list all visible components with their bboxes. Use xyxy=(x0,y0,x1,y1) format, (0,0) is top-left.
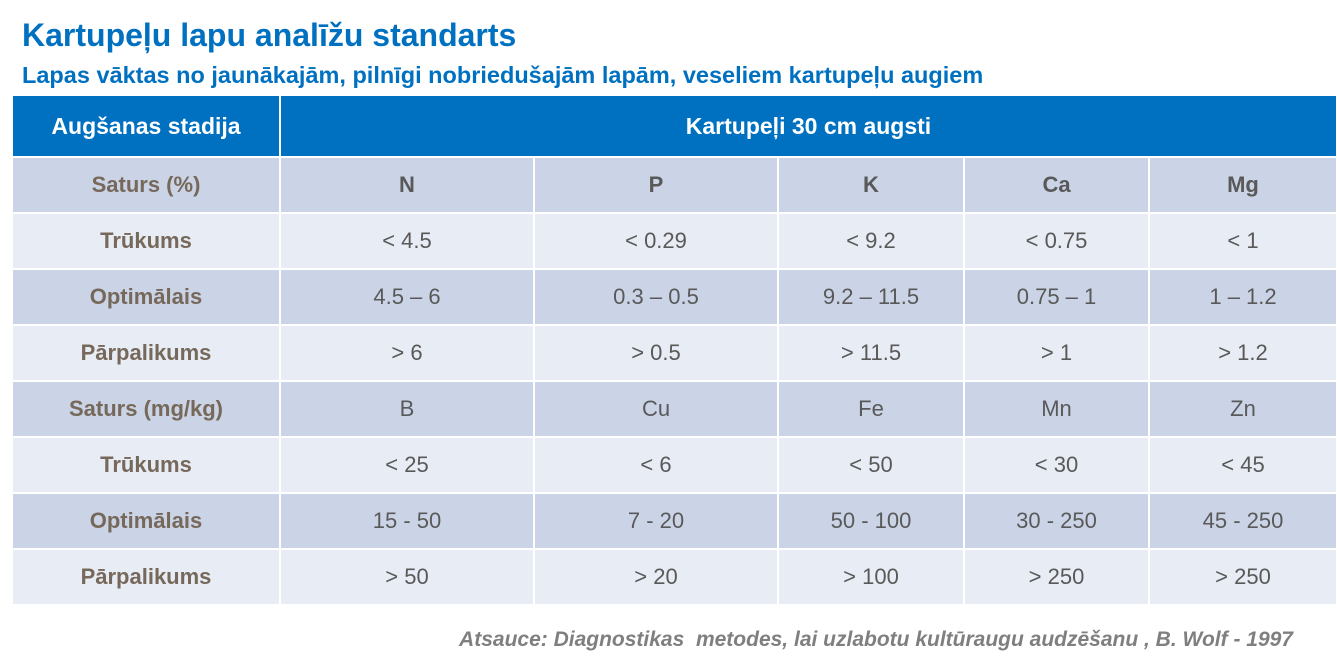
cell: < 1 xyxy=(1148,212,1337,270)
cell: > 11.5 xyxy=(777,324,965,382)
cell: > 20 xyxy=(533,548,779,606)
cell: > 1 xyxy=(963,324,1150,382)
cell: Cu xyxy=(533,380,779,438)
cell: < 9.2 xyxy=(777,212,965,270)
cell: 0.75 – 1 xyxy=(963,268,1150,326)
cell: < 25 xyxy=(279,436,535,494)
row-label: Optimālais xyxy=(11,492,281,550)
cell: 9.2 – 11.5 xyxy=(777,268,965,326)
cell: N xyxy=(279,156,535,214)
table-row: Trūkums < 25 < 6 < 50 < 30 < 45 xyxy=(11,436,1337,494)
cell: 45 - 250 xyxy=(1148,492,1337,550)
table-row: Pārpalikums > 50 > 20 > 100 > 250 > 250 xyxy=(11,548,1337,606)
header-cell: Augšanas stadija xyxy=(11,94,281,158)
cell: < 4.5 xyxy=(279,212,535,270)
row-label: Saturs (%) xyxy=(11,156,281,214)
row-label: Saturs (mg/kg) xyxy=(11,380,281,438)
cell: 1 – 1.2 xyxy=(1148,268,1337,326)
cell: < 0.75 xyxy=(963,212,1150,270)
subtitle: Lapas vāktas no jaunākajām, pilnīgi nobr… xyxy=(22,62,984,88)
cell: Ca xyxy=(963,156,1150,214)
cell: < 45 xyxy=(1148,436,1337,494)
header-row: Augšanas stadija Kartupeļi 30 cm augsti xyxy=(11,94,1337,158)
row-label: Trūkums xyxy=(11,212,281,270)
cell: K xyxy=(777,156,965,214)
table-row: Optimālais 4.5 – 6 0.3 – 0.5 9.2 – 11.5 0.75… xyxy=(11,268,1337,326)
cell: Mg xyxy=(1148,156,1337,214)
cell: > 1.2 xyxy=(1148,324,1337,382)
row-label: Trūkums xyxy=(11,436,281,494)
cell: > 250 xyxy=(963,548,1150,606)
cell: Fe xyxy=(777,380,965,438)
cell: > 0.5 xyxy=(533,324,779,382)
cell: > 50 xyxy=(279,548,535,606)
row-label: Pārpalikums xyxy=(11,548,281,606)
cell: 7 - 20 xyxy=(533,492,779,550)
cell: Zn xyxy=(1148,380,1337,438)
cell: P xyxy=(533,156,779,214)
table-row: Saturs (mg/kg) B Cu Fe Mn Zn xyxy=(11,380,1337,438)
cell: 0.3 – 0.5 xyxy=(533,268,779,326)
cell: Mn xyxy=(963,380,1150,438)
table-row: Pārpalikums > 6 > 0.5 > 11.5 > 1 > 1.2 xyxy=(11,324,1337,382)
cell: 4.5 – 6 xyxy=(279,268,535,326)
table-row: Saturs (%) N P K Ca Mg xyxy=(11,156,1337,214)
cell: 30 - 250 xyxy=(963,492,1150,550)
cell: < 50 xyxy=(777,436,965,494)
source: Atsauce: Diagnostikas metodes, lai uzlab… xyxy=(459,628,1293,651)
table-row: Optimālais 15 - 50 7 - 20 50 - 100 30 - 250 4… xyxy=(11,492,1337,550)
cell: > 100 xyxy=(777,548,965,606)
cell: < 30 xyxy=(963,436,1150,494)
cell: 50 - 100 xyxy=(777,492,965,550)
cell: > 250 xyxy=(1148,548,1337,606)
cell: 15 - 50 xyxy=(279,492,535,550)
title: Kartupeļu lapu analīžu standarts xyxy=(22,17,517,53)
header-cell: Kartupeļi 30 cm augsti xyxy=(279,94,1337,158)
table: Augšanas stadija Kartupeļi 30 cm augsti Sa… xyxy=(11,94,1337,606)
cell: < 0.29 xyxy=(533,212,779,270)
cell: > 6 xyxy=(279,324,535,382)
row-label: Pārpalikums xyxy=(11,324,281,382)
row-label: Optimālais xyxy=(11,268,281,326)
table-row: Trūkums < 4.5 < 0.29 < 9.2 < 0.75 < 1 xyxy=(11,212,1337,270)
cell: B xyxy=(279,380,535,438)
cell: < 6 xyxy=(533,436,779,494)
